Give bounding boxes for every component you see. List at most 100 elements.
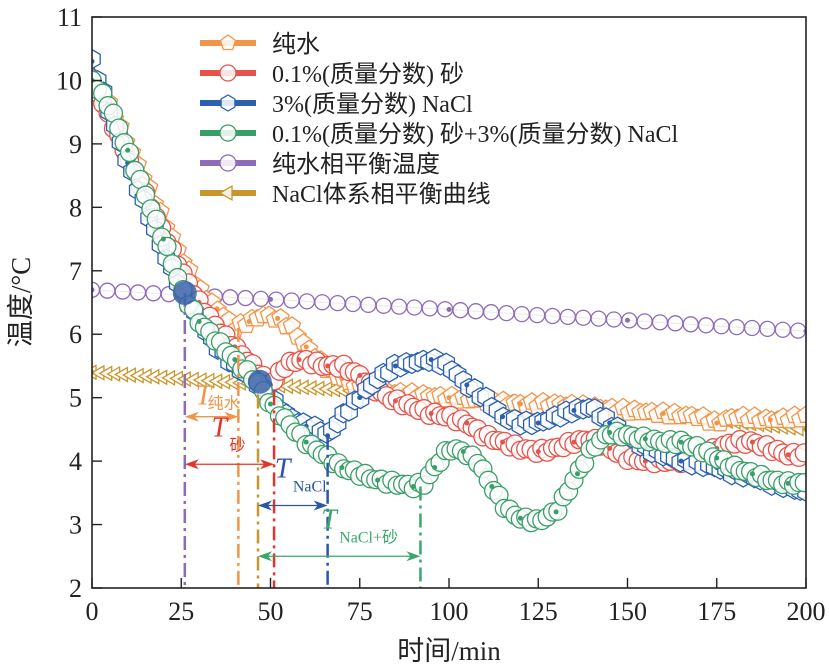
data-dot [607,430,613,436]
data-dot [714,420,720,426]
x-tick-label: 175 [697,597,736,626]
x-tick-label: 75 [347,597,373,626]
annotation-subscript: NaCl+砂 [339,528,398,546]
legend-marker [220,94,236,112]
legend-marker [219,154,237,172]
annotation-label: T [321,504,339,535]
data-point [406,299,423,316]
data-point [482,304,500,321]
legend-label: 0.1%(质量分数) 砂+3%(质量分数) NaCl [272,121,678,148]
data-dot [446,306,452,312]
data-dot [500,414,506,420]
data-point [92,48,101,70]
data-point [283,292,300,309]
data-point [237,289,254,307]
legend-marker [219,64,237,82]
data-dot [575,471,581,477]
data-point [344,295,362,313]
data-dot [749,471,755,477]
arrow-head-left [184,459,199,470]
data-dot [296,357,302,363]
interval-annotation: T砂 [184,412,275,470]
data-dot [489,483,495,489]
data-point [329,294,346,312]
data-dot [767,417,773,423]
annotation-subscript: 砂 [229,436,245,454]
arrow-head-left [258,551,273,562]
data-point [651,314,669,331]
arrow-head-right [406,551,421,562]
data-point [794,443,806,463]
data-dot [268,401,273,407]
highlight-point [247,369,272,394]
data-point [498,305,515,322]
x-tick-label: 0 [86,597,99,626]
annotation-label: T [275,454,293,485]
data-dot [464,420,470,426]
data-point [252,290,270,307]
data-point [796,405,806,423]
annotation-label: T [211,412,229,443]
data-dot [785,480,791,486]
data-point [314,294,331,311]
data-point [544,307,561,325]
data-dot [553,509,559,515]
highlight-layer [172,280,272,394]
arrow-head-left [184,411,199,422]
data-dot [339,464,345,470]
legend-label: 0.1%(质量分数) 砂 [272,61,464,88]
data-dot [375,477,381,483]
legend-item: NaCl体系相平衡曲线 [200,181,491,208]
data-point [119,142,140,163]
legend-label: 纯水 [272,31,320,58]
data-dot [392,398,398,404]
y-tick-label: 8 [69,193,82,222]
data-dot [785,452,791,458]
data-dot [642,436,648,442]
data-dot [446,395,452,401]
legend: 纯水 0.1%(质量分数) 砂 3%(质量分数) NaCl 0.1%(质量分数) 砂+… [200,31,678,208]
data-dot [428,357,434,363]
data-point [467,303,484,320]
data-point [794,472,806,493]
interval-annotation: T纯水 [184,381,240,422]
y-tick-label: 10 [56,66,82,95]
x-tick-label: 150 [608,597,647,626]
data-dot [410,483,416,489]
data-point [129,284,147,301]
data-dot [428,411,434,417]
legend-item: 0.1%(质量分数) 砂+3%(质量分数) NaCl [200,121,678,148]
data-dot [460,449,466,455]
data-point [636,313,653,330]
data-point [728,318,745,336]
y-tick-label: 9 [69,130,82,159]
y-tick-label: 4 [69,447,82,476]
data-dot [500,439,506,445]
x-tick-label: 100 [430,597,469,626]
data-point [759,320,776,338]
data-dot [268,296,273,302]
data-point [114,283,131,300]
data-dot [714,455,720,461]
legend-marker [219,124,237,142]
data-dot [432,464,438,470]
data-point [713,318,730,335]
arrow-head-left [258,500,273,511]
annotation-subscript: NaCl [293,479,327,496]
data-dot [517,401,523,407]
legend-marker [218,184,233,202]
legend-label: 3%(质量分数) NaCl [272,91,473,118]
data-dot [125,147,131,153]
legend-label: NaCl体系相平衡曲线 [272,181,491,208]
annotation-label: T [196,381,214,412]
data-point [743,319,761,337]
data-dot [625,317,630,323]
y-tick-label: 5 [69,384,82,413]
data-point [513,305,530,323]
data-point [575,309,592,326]
data-dot [607,445,613,451]
y-tick-label: 7 [69,257,82,286]
data-dot [571,439,577,445]
data-dot [392,363,398,369]
